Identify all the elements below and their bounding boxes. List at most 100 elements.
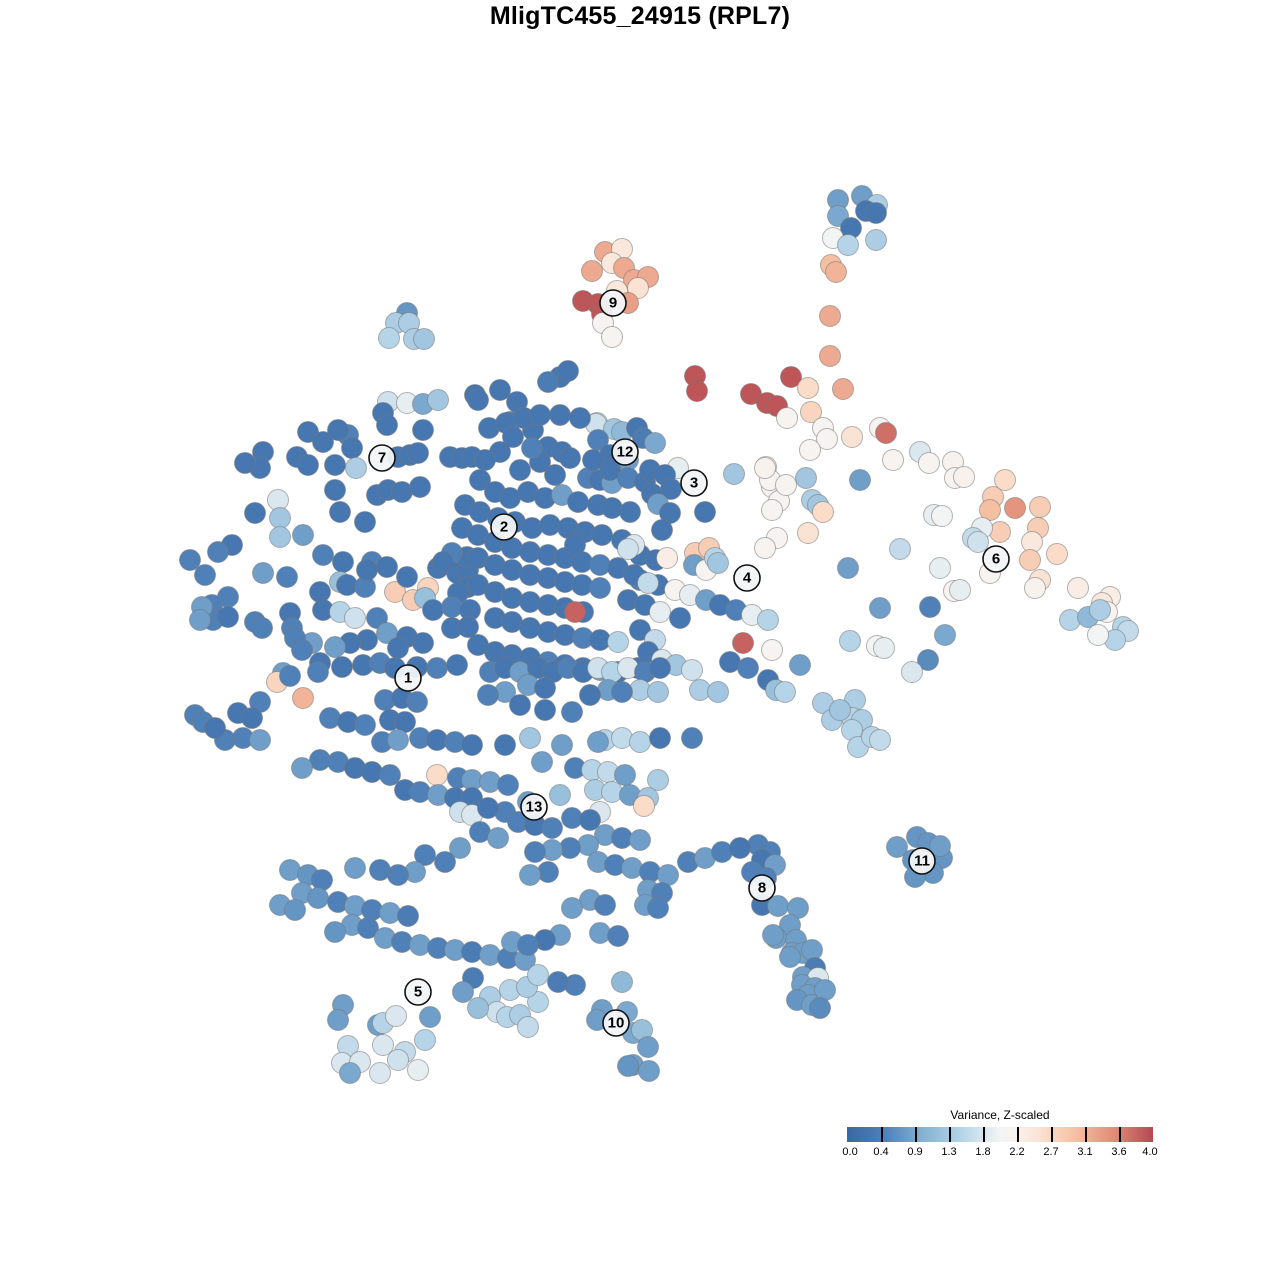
svg-text:1: 1 (404, 670, 412, 687)
colorbar-tick (982, 1127, 985, 1142)
data-point (1019, 549, 1041, 571)
data-point (607, 631, 629, 653)
data-point (629, 829, 651, 851)
data-point (949, 579, 971, 601)
data-point (647, 897, 669, 919)
data-point (681, 659, 703, 681)
data-point (327, 419, 349, 441)
data-point (601, 326, 623, 348)
data-point (837, 234, 859, 256)
data-point (776, 407, 798, 429)
data-point (1059, 609, 1081, 631)
data-point (931, 505, 953, 527)
data-point (780, 366, 802, 388)
data-point (621, 857, 643, 879)
data-point (409, 476, 431, 498)
data-point (307, 887, 329, 909)
data-point (1029, 496, 1051, 518)
data-point (414, 1029, 436, 1051)
data-point (361, 761, 383, 783)
data-point (519, 617, 541, 639)
data-point (681, 727, 703, 749)
data-point (413, 328, 435, 350)
cluster-label-13: 13 (520, 793, 548, 821)
data-point (509, 694, 531, 716)
data-point (537, 371, 559, 393)
data-point (795, 467, 817, 489)
data-point (589, 554, 611, 576)
data-point (617, 1055, 639, 1077)
data-point (385, 1005, 407, 1027)
svg-text:2: 2 (500, 519, 508, 536)
data-point (291, 639, 313, 661)
svg-text:6: 6 (992, 551, 1000, 568)
data-point (707, 552, 729, 574)
colorbar-tick (1051, 1127, 1053, 1142)
data-point (589, 577, 611, 599)
data-point (406, 691, 428, 713)
colorbar-tick-label: 3.6 (1111, 1146, 1127, 1158)
data-point (179, 549, 201, 571)
data-point (379, 764, 401, 786)
data-point (841, 426, 863, 448)
data-point (331, 656, 353, 678)
data-point (917, 649, 939, 671)
cluster-label-6: 6 (982, 545, 1010, 573)
data-point (707, 681, 729, 703)
data-point (284, 899, 306, 921)
plot-title: MligTC455_24915 (RPL7) (489, 2, 791, 30)
data-point (611, 727, 633, 749)
svg-text:7: 7 (378, 450, 386, 467)
data-point (539, 514, 561, 536)
svg-text:4: 4 (743, 570, 752, 587)
data-point (356, 559, 378, 581)
data-point (487, 827, 509, 849)
data-point (589, 922, 611, 944)
cluster-label-12: 12 (611, 438, 639, 466)
data-point (419, 1006, 441, 1028)
legend-title: Variance, Z-scaled (950, 1108, 1050, 1122)
data-point (207, 541, 229, 563)
data-point (427, 389, 449, 411)
data-point (547, 971, 569, 993)
data-point (849, 469, 871, 491)
data-point (644, 432, 666, 454)
data-point (397, 905, 419, 927)
data-point (341, 437, 363, 459)
data-point (369, 1062, 391, 1084)
data-point (637, 572, 659, 594)
data-point (292, 687, 314, 709)
data-point (217, 606, 239, 628)
data-point (412, 632, 434, 654)
cluster-label-7: 7 (368, 444, 396, 472)
data-point (789, 654, 811, 676)
svg-text:11: 11 (914, 853, 930, 870)
data-point (579, 809, 601, 831)
data-point (217, 586, 239, 608)
colorbar-legend: Variance, Z-scaled 0.0 0.4 0.9 1.3 1.8 2.2 2.7… (842, 1108, 1157, 1160)
data-point (865, 229, 887, 251)
data-point (564, 534, 586, 556)
colorbar-tick-label: 0.4 (873, 1146, 889, 1158)
data-point (477, 684, 499, 706)
data-point (617, 538, 639, 560)
data-point (354, 511, 376, 533)
data-point (825, 261, 847, 283)
data-point (521, 517, 543, 539)
data-point (297, 454, 319, 476)
data-point (1046, 543, 1068, 565)
data-point (629, 731, 651, 753)
data-point (319, 707, 341, 729)
data-point (461, 941, 483, 963)
svg-text:12: 12 (617, 444, 634, 461)
data-point (307, 661, 329, 683)
colorbar-tick (1017, 1127, 1019, 1142)
data-point (669, 607, 691, 629)
colorbar-tick-labels: 0.0 0.4 0.9 1.3 1.8 2.2 2.7 3.1 3.6 4.0 (842, 1146, 1157, 1160)
data-point (529, 404, 551, 426)
data-point (647, 681, 669, 703)
data-point (327, 1009, 349, 1031)
svg-text:8: 8 (758, 880, 766, 897)
